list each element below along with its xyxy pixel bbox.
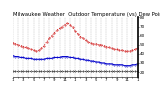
- Text: Milwaukee Weather  Outdoor Temperature (vs) Dew Point (Last 24 Hours): Milwaukee Weather Outdoor Temperature (v…: [13, 12, 160, 17]
